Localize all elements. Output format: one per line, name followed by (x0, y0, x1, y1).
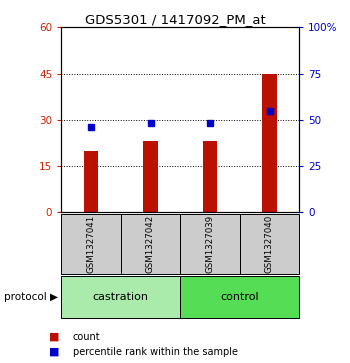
Text: protocol ▶: protocol ▶ (4, 292, 57, 302)
Bar (203, 141, 217, 212)
Text: GSM1327040: GSM1327040 (265, 215, 274, 273)
Text: count: count (73, 332, 100, 342)
Text: control: control (220, 292, 259, 302)
Text: percentile rank within the sample: percentile rank within the sample (73, 347, 238, 357)
Text: castration: castration (93, 292, 149, 302)
Text: ■: ■ (49, 347, 60, 357)
Text: GDS5301 / 1417092_PM_at: GDS5301 / 1417092_PM_at (85, 13, 265, 26)
Text: ■: ■ (49, 332, 60, 342)
Bar (143, 141, 158, 212)
Bar (262, 73, 277, 212)
Bar (84, 151, 98, 212)
Text: GSM1327041: GSM1327041 (86, 215, 96, 273)
Text: GSM1327042: GSM1327042 (146, 215, 155, 273)
Text: GSM1327039: GSM1327039 (205, 215, 215, 273)
